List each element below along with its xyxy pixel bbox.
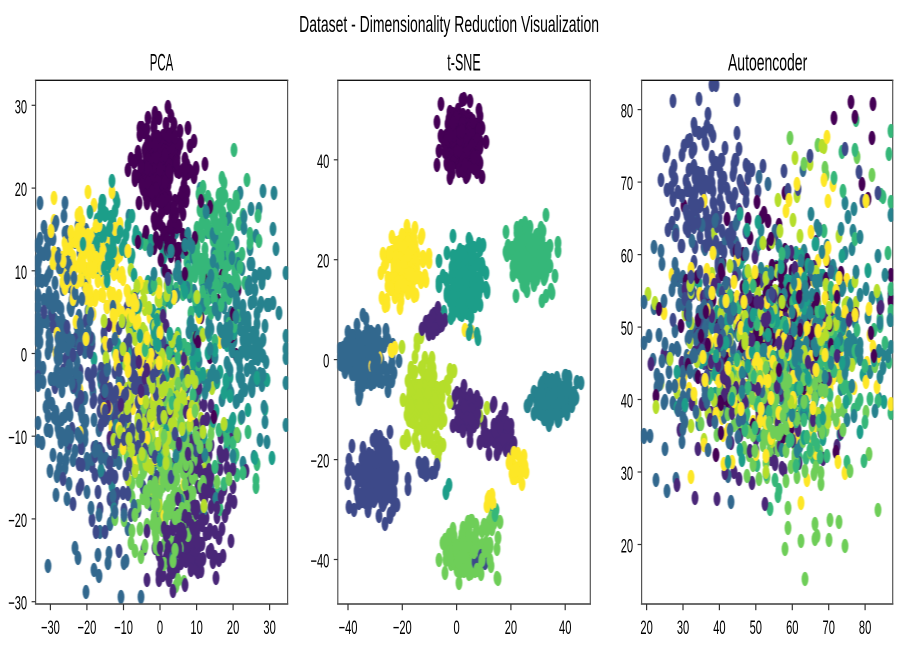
svg-text:20: 20 [317,252,329,273]
svg-text:Dataset - Dimensionality Reduc: Dataset - Dimensionality Reduction Visua… [299,13,599,38]
svg-text:−30: −30 [41,618,60,639]
svg-text:0: 0 [157,618,163,639]
svg-text:40: 40 [621,392,633,413]
svg-text:50: 50 [621,319,633,340]
svg-text:−40: −40 [339,618,358,639]
svg-text:−10: −10 [8,428,27,449]
svg-text:10: 10 [15,263,27,284]
svg-text:0: 0 [454,618,460,639]
svg-text:60: 60 [621,247,633,268]
svg-text:t-SNE: t-SNE [447,51,480,77]
svg-text:20: 20 [505,618,517,639]
svg-text:−40: −40 [310,552,329,573]
svg-text:20: 20 [15,180,27,201]
svg-text:−20: −20 [77,618,96,639]
svg-text:70: 70 [823,618,835,639]
svg-text:−30: −30 [8,594,27,615]
svg-text:0: 0 [323,352,329,373]
svg-text:−10: −10 [114,618,133,639]
svg-text:40: 40 [713,618,725,639]
svg-text:−20: −20 [393,618,412,639]
svg-text:40: 40 [559,618,571,639]
svg-text:30: 30 [677,618,689,639]
svg-text:30: 30 [15,97,27,118]
svg-text:50: 50 [750,618,762,639]
svg-text:PCA: PCA [150,49,174,76]
svg-text:40: 40 [317,152,329,173]
svg-text:60: 60 [786,618,798,639]
svg-text:30: 30 [263,618,275,639]
svg-text:80: 80 [621,102,633,123]
svg-text:70: 70 [621,174,633,195]
svg-text:30: 30 [621,464,633,485]
svg-text:Autoencoder: Autoencoder [728,50,808,77]
svg-text:20: 20 [621,537,633,558]
svg-text:−20: −20 [310,452,329,473]
svg-text:20: 20 [640,618,652,639]
svg-text:20: 20 [227,618,239,639]
svg-text:10: 10 [190,618,202,639]
svg-text:−20: −20 [8,511,27,532]
svg-text:80: 80 [859,618,871,639]
svg-text:0: 0 [21,346,27,367]
